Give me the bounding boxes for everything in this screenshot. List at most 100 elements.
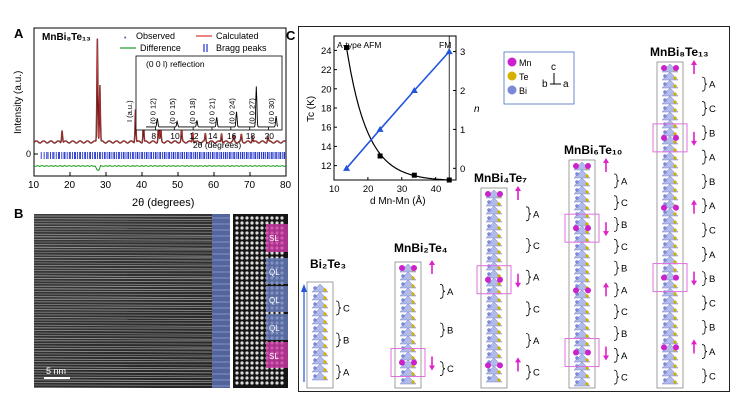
panel-c-letter: C [286, 28, 296, 43]
legend-mn-dot [507, 57, 517, 67]
layer-3-6: C [621, 307, 628, 318]
legend-bragg: Bragg peaks [216, 43, 267, 53]
n-point-1 [376, 125, 384, 132]
layer-box-3 [266, 314, 288, 340]
layer-3-1: C [621, 198, 628, 209]
xrd-axes-frame [33, 27, 287, 177]
layer-label-1: QL [269, 268, 280, 277]
inset-xtick-18: 18 [246, 131, 256, 141]
inset-xlabel: 2θ (degrees) [193, 140, 241, 150]
layer-1-0: A [447, 287, 454, 298]
layer-label-0: SL [269, 234, 279, 243]
layer-4-10: B [709, 323, 715, 334]
layer-box-0 [266, 224, 288, 252]
inset-peak-4: (0 0 24) [228, 98, 237, 124]
layer-label-2: QL [269, 296, 280, 305]
xrd-xtick-80: 80 [280, 180, 292, 191]
xrd-xtick-40: 40 [136, 180, 148, 191]
tc-point-1 [377, 153, 383, 159]
xrd-inset: (0 0 l) reflection (0 0 12) (0 0 15) (0 0 … [125, 55, 283, 150]
axis-glyph-c: c [551, 62, 556, 73]
tc-ytick-24: 24 [321, 46, 332, 57]
n-ytick-2: 2 [460, 86, 465, 97]
xrd-figure: MnBi₈Te₁₃ • Observed Calculated Differen… [13, 27, 292, 209]
inset-peaks [146, 86, 278, 128]
layer-3-9: C [621, 373, 628, 384]
layer-4-7: A [709, 250, 716, 261]
structure-1: A B C [390, 260, 454, 389]
tc-ytick-18: 18 [321, 104, 332, 115]
layer-4-8: B [709, 274, 715, 285]
legend-calculated: Calculated [216, 31, 259, 41]
n-ytick-1: 1 [460, 125, 465, 136]
layer-0-0: C [343, 304, 350, 315]
tc-point-3 [446, 177, 452, 183]
inset-peak-0: (0 0 12) [148, 98, 157, 124]
n-point-3 [445, 48, 453, 55]
tc-curve [345, 47, 449, 181]
xrd-xtick-50: 50 [172, 180, 184, 191]
layer-4-4: B [709, 177, 715, 188]
inset-xtick-20: 20 [265, 131, 275, 141]
title-mnbi2te4: MnBi₂Te₄ [394, 241, 448, 255]
region-fm: FM [439, 40, 451, 50]
xrd-pattern [33, 38, 287, 144]
layer-2-1: C [533, 241, 540, 252]
inset-xtick-14: 14 [208, 131, 218, 141]
legend-observed-marker: • [124, 35, 127, 42]
legend-observed: Observed [136, 31, 175, 41]
layer-0-2: A [343, 368, 350, 379]
title-mnbi8te13: MnBi₈Te₁₃ [650, 45, 709, 59]
xrd-xtick-60: 60 [208, 180, 220, 191]
layer-box-4 [266, 342, 288, 368]
legend-bi: Bi [519, 86, 527, 96]
layer-label-4: SL [269, 352, 279, 361]
xrd-ylabel: Intensity (a.u.) [13, 71, 24, 134]
inset-xtick-12: 12 [189, 131, 199, 141]
inset-title: (0 0 l) reflection [146, 59, 205, 69]
n-points [343, 48, 453, 171]
layer-4-11: A [709, 347, 716, 358]
inset-xtick-8: 8 [151, 131, 156, 141]
tc-ylabel: Tc (K) [306, 96, 317, 122]
layer-4-5: A [709, 201, 716, 212]
tc-xtick-40: 40 [431, 184, 442, 195]
legend-difference: Difference [140, 43, 181, 53]
layer-2-2: A [533, 273, 540, 284]
n-point-2 [410, 86, 418, 93]
difference-curve [33, 164, 287, 172]
inset-peak-6: (0 0 30) [267, 98, 276, 124]
xrd-compound-label: MnBi₈Te₁₃ [42, 32, 91, 43]
panel-b-letter: B [14, 206, 24, 221]
xrd-y-zero: 0 [26, 149, 31, 159]
xrd-xticks: 10 20 30 40 50 60 70 80 [28, 172, 292, 191]
axis-glyph-b: b [542, 79, 548, 90]
xrd-xtick-10: 10 [28, 180, 40, 191]
n-line [345, 51, 450, 169]
layer-2-4: A [533, 336, 540, 347]
tc-point-2 [411, 172, 417, 178]
layer-1-1: B [447, 326, 453, 337]
structure-2: A C A C A C [476, 186, 540, 389]
legend-bi-dot [507, 85, 517, 95]
structure-panel [298, 26, 730, 392]
tc-x-ticks: 10 20 30 40 [329, 177, 441, 195]
stem-image: SL QL QL QL SL 5 nm [34, 214, 288, 388]
title-mnbi6te10: MnBi₆Te₁₀ [564, 143, 622, 157]
layer-4-12: C [709, 371, 716, 382]
tc-ytick-14: 14 [321, 142, 332, 153]
layer-3-3: C [621, 242, 628, 253]
legend-te: Te [519, 72, 529, 82]
layer-1-2: C [447, 364, 454, 375]
tc-xtick-10: 10 [329, 184, 340, 195]
layer-2-3: C [533, 304, 540, 315]
axis-glyph-a: a [563, 79, 569, 90]
structure-0: C B A [301, 281, 350, 389]
layer-4-3: A [709, 153, 716, 164]
inset-xtick-16: 16 [227, 131, 237, 141]
xrd-xtick-30: 30 [100, 180, 112, 191]
inset-peak-5: (0 0 27) [247, 98, 256, 124]
layer-3-7: B [621, 329, 627, 340]
